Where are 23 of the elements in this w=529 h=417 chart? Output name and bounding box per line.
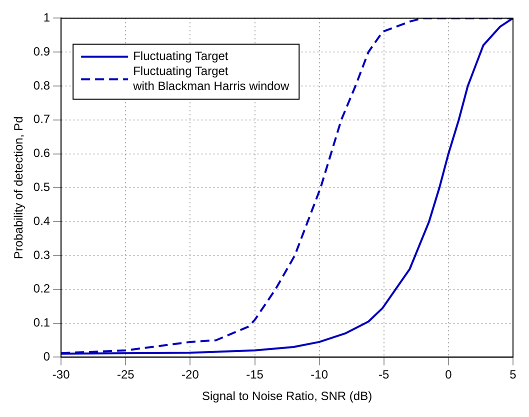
y-tick-label: 0.7 <box>33 112 50 126</box>
y-tick-label: 0.8 <box>33 78 50 92</box>
y-tick-label: 1 <box>43 10 50 25</box>
x-tick-label: -30 <box>52 368 70 382</box>
y-tick-label: 0.3 <box>33 248 50 262</box>
legend-label: Fluctuating Target with Blackman Harris window <box>132 64 290 94</box>
y-tick-label: 0.9 <box>33 44 50 58</box>
y-tick-label: 0.6 <box>33 146 50 160</box>
x-tick-label: -20 <box>182 368 200 382</box>
x-tick-label: 5 <box>510 368 517 382</box>
x-tick-label: -10 <box>310 368 328 382</box>
y-axis-title: Probability of detection, Pd <box>12 116 26 260</box>
x-tick-label: 0 <box>445 368 452 382</box>
legend-label: Fluctuating Target <box>133 49 229 64</box>
x-tick-label: -5 <box>378 368 390 382</box>
y-tick-label: 0.1 <box>33 316 50 330</box>
y-tick-label: 0.5 <box>33 180 50 194</box>
x-axis-title: Signal to Noise Ratio, SNR (dB) <box>202 389 372 404</box>
x-tick-label: -15 <box>246 368 264 382</box>
x-tick-label: -25 <box>116 368 135 382</box>
y-tick-label: 0.2 <box>33 282 50 296</box>
y-tick-label: 0 <box>43 350 50 364</box>
y-tick-label: 0.4 <box>33 214 50 228</box>
